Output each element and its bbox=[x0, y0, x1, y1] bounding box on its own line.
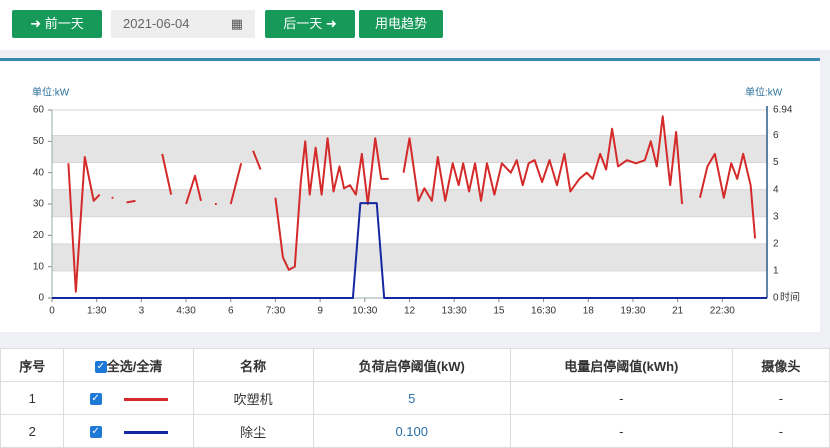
y-tick-label: 20 bbox=[33, 230, 45, 241]
device-name: 除尘 bbox=[240, 424, 267, 440]
cell: - bbox=[509, 414, 733, 448]
energy-threshold: - bbox=[619, 390, 624, 406]
x-tick-label: 7:30 bbox=[266, 306, 286, 317]
device-name: 吹塑机 bbox=[233, 391, 273, 407]
y2-tick-label: 2 bbox=[773, 238, 779, 249]
calendar-icon: ▦ bbox=[230, 16, 243, 31]
grid-band bbox=[52, 189, 767, 217]
load-threshold: 0.100 bbox=[395, 423, 428, 439]
x-tick-label: 6 bbox=[228, 306, 234, 317]
y-unit-label: 单位:kW bbox=[32, 86, 70, 99]
x-tick-label: 13:30 bbox=[442, 306, 467, 317]
header-cell: 摄像头 bbox=[731, 348, 830, 382]
header-cell: 序号 bbox=[0, 348, 65, 382]
row-checkbox[interactable]: ✓ bbox=[89, 426, 102, 439]
prev-label: 前一天 bbox=[44, 16, 84, 31]
x-tick-label: 15 bbox=[493, 306, 505, 317]
cell: ✓ bbox=[63, 381, 194, 415]
y-tick-label: 30 bbox=[33, 199, 45, 210]
camera: - bbox=[778, 423, 784, 439]
header-row: 序号 ✓ 全选/全清 名称 负荷启停阈值(kW) 电量启停阈值(kWh) 摄像头 bbox=[0, 348, 830, 382]
next-label: 后一天 bbox=[283, 16, 323, 31]
cell: 1 bbox=[0, 381, 65, 415]
cell: - bbox=[509, 381, 733, 415]
header-text: 摄像头 bbox=[761, 358, 801, 374]
y2-tick-label: 6.94 bbox=[773, 105, 793, 116]
y2-tick-label: 0 bbox=[773, 293, 779, 304]
x-tick-label: 12 bbox=[404, 306, 416, 317]
cell: 吹塑机 bbox=[192, 381, 314, 415]
y2-tick-label: 1 bbox=[773, 266, 779, 277]
y2-tick-label: 6 bbox=[773, 130, 779, 141]
prev-day-button[interactable]: ➜︎ 前一天 bbox=[12, 10, 102, 38]
header-text: 负荷启停阈值(kW) bbox=[358, 358, 465, 374]
y-tick-label: 60 bbox=[33, 105, 45, 116]
x-tick-label: 9 bbox=[317, 306, 323, 317]
cell: 5 bbox=[312, 381, 511, 415]
header-text: 全选/全清 bbox=[106, 358, 163, 374]
series-swatch bbox=[123, 430, 168, 434]
x-tick-label: 0 bbox=[49, 306, 55, 317]
x-tick-label: 10:30 bbox=[352, 306, 377, 317]
row-index: 2 bbox=[28, 423, 36, 439]
y2-tick-label: 4 bbox=[773, 184, 779, 195]
cell: 除尘 bbox=[192, 414, 314, 448]
trend-label: 用电趋势 bbox=[374, 16, 427, 31]
y-tick-label: 40 bbox=[33, 167, 45, 178]
header-cell: 负荷启停阈值(kW) bbox=[312, 348, 511, 382]
cell: 0.100 bbox=[312, 414, 511, 448]
header-text: 序号 bbox=[19, 358, 46, 374]
toolbar: ➜︎ 前一天 2021-06-04 ▦ 后一天 ➜ 用电趋势 bbox=[0, 0, 830, 50]
x-tick-label: 21 bbox=[672, 306, 684, 317]
y-tick-label: 50 bbox=[33, 136, 45, 147]
y2-unit-label: 单位:kW bbox=[745, 86, 783, 99]
trend-button[interactable]: 用电趋势 bbox=[359, 10, 443, 38]
date-input[interactable]: 2021-06-04 ▦ bbox=[111, 10, 255, 38]
energy-threshold: - bbox=[619, 423, 624, 439]
x-tick-label: 22:30 bbox=[710, 306, 735, 317]
y-tick-label: 10 bbox=[33, 261, 45, 272]
series-line bbox=[52, 202, 767, 299]
camera: - bbox=[778, 390, 784, 406]
y2-tick-label: 3 bbox=[773, 211, 779, 222]
device-table: 序号 ✓ 全选/全清 名称 负荷启停阈值(kW) 电量启停阈值(kWh) 摄像头 1 ✓ 吹塑机… bbox=[0, 348, 830, 448]
load-threshold: 5 bbox=[408, 390, 416, 406]
cell: ✓ bbox=[63, 414, 194, 448]
x-tick-label: 1:30 bbox=[87, 306, 107, 317]
date-value: 2021-06-04 bbox=[123, 16, 190, 31]
series-swatch bbox=[123, 397, 168, 401]
series-line bbox=[67, 115, 757, 293]
x-axis-label: 时间 bbox=[780, 291, 800, 304]
header-text: 电量启停阈值(kWh) bbox=[564, 358, 679, 374]
x-tick-label: 18 bbox=[583, 306, 595, 317]
header-text: 名称 bbox=[240, 358, 267, 374]
cell: - bbox=[731, 381, 830, 415]
grid-band bbox=[52, 243, 767, 271]
cell: - bbox=[731, 414, 830, 448]
cell: 2 bbox=[0, 414, 65, 448]
chart-panel: 单位:kW 单位:kW 0 1 2 3 4 5 6 6.94 0 10 20 30 40 50 60 0 1:3… bbox=[0, 58, 820, 332]
table-row: 2 ✓ 除尘 0.100 - - bbox=[0, 414, 830, 448]
select-all-checkbox[interactable]: ✓ bbox=[94, 361, 107, 374]
header-cell: ✓ 全选/全清 bbox=[63, 348, 194, 382]
y2-tick-label: 5 bbox=[773, 157, 779, 168]
x-tick-label: 19:30 bbox=[620, 306, 645, 317]
header-cell: 电量启停阈值(kWh) bbox=[509, 348, 733, 382]
x-tick-label: 4:30 bbox=[176, 306, 196, 317]
table-row: 1 ✓ 吹塑机 5 - - bbox=[0, 381, 830, 415]
header-cell: 名称 bbox=[192, 348, 314, 382]
next-day-button[interactable]: 后一天 ➜ bbox=[265, 10, 355, 38]
y-tick-label: 0 bbox=[38, 293, 44, 304]
x-tick-label: 3 bbox=[139, 306, 145, 317]
row-checkbox[interactable]: ✓ bbox=[89, 393, 102, 406]
row-index: 1 bbox=[28, 390, 36, 406]
x-tick-label: 16:30 bbox=[531, 306, 556, 317]
